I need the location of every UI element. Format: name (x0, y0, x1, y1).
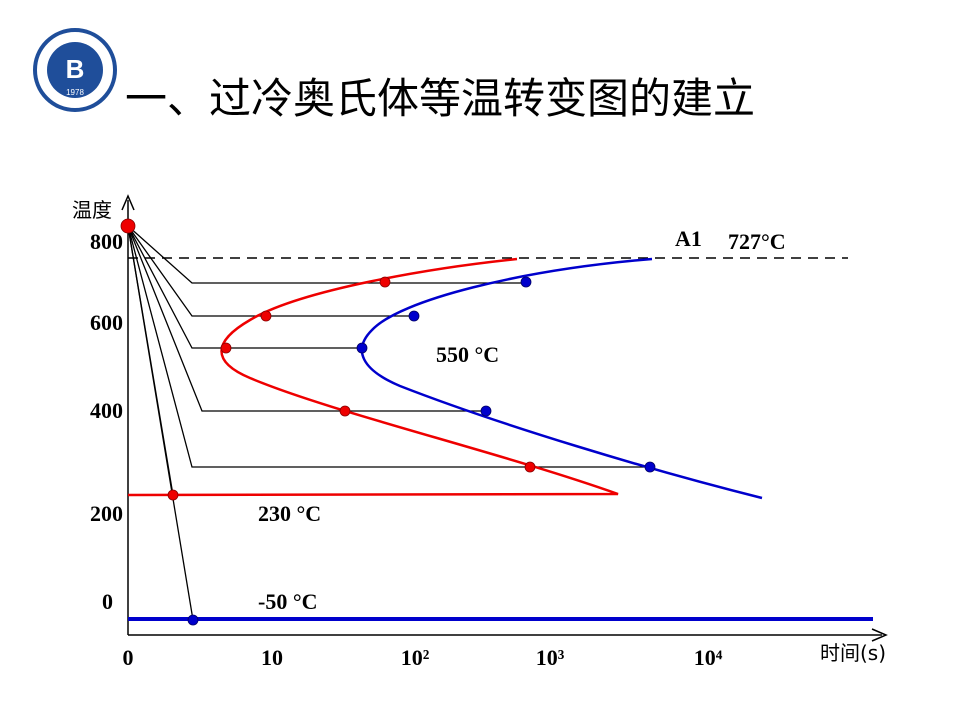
a1-label: A1 (675, 226, 702, 251)
a1-temp: 727°C (728, 229, 786, 254)
start-curve (127, 257, 619, 497)
x-tick-label: 10³ (536, 645, 565, 670)
logo: B 1978 (33, 28, 117, 112)
slide-title: 一、过冷奥氏体等温转变图的建立 (125, 74, 755, 123)
x-axis-label: 时间(s) (820, 641, 886, 665)
nose-temp: 550 °C (436, 342, 499, 367)
y-tick-label: 200 (90, 501, 123, 526)
ms-temp: 230 °C (258, 501, 321, 526)
y-tick-label: 600 (90, 310, 123, 335)
svg-text:B: B (66, 54, 85, 84)
mf-temp: -50 °C (258, 589, 318, 614)
x-tick-label: 10² (401, 645, 430, 670)
start-points (120, 218, 536, 501)
finish-points (187, 276, 656, 626)
x-tick-label: 10 (261, 645, 283, 670)
y-tick-label: 800 (90, 229, 123, 254)
cooling-lines (127, 225, 650, 621)
y-axis-label: 温度 (72, 198, 112, 222)
y-tick-label: 0 (102, 589, 113, 614)
logo-year: 1978 (66, 88, 84, 97)
x-tick-label: 0 (123, 645, 134, 670)
x-tick-label: 10⁴ (694, 645, 723, 670)
axes (121, 194, 888, 642)
finish-curve (360, 257, 763, 500)
y-tick-label: 400 (90, 398, 123, 423)
